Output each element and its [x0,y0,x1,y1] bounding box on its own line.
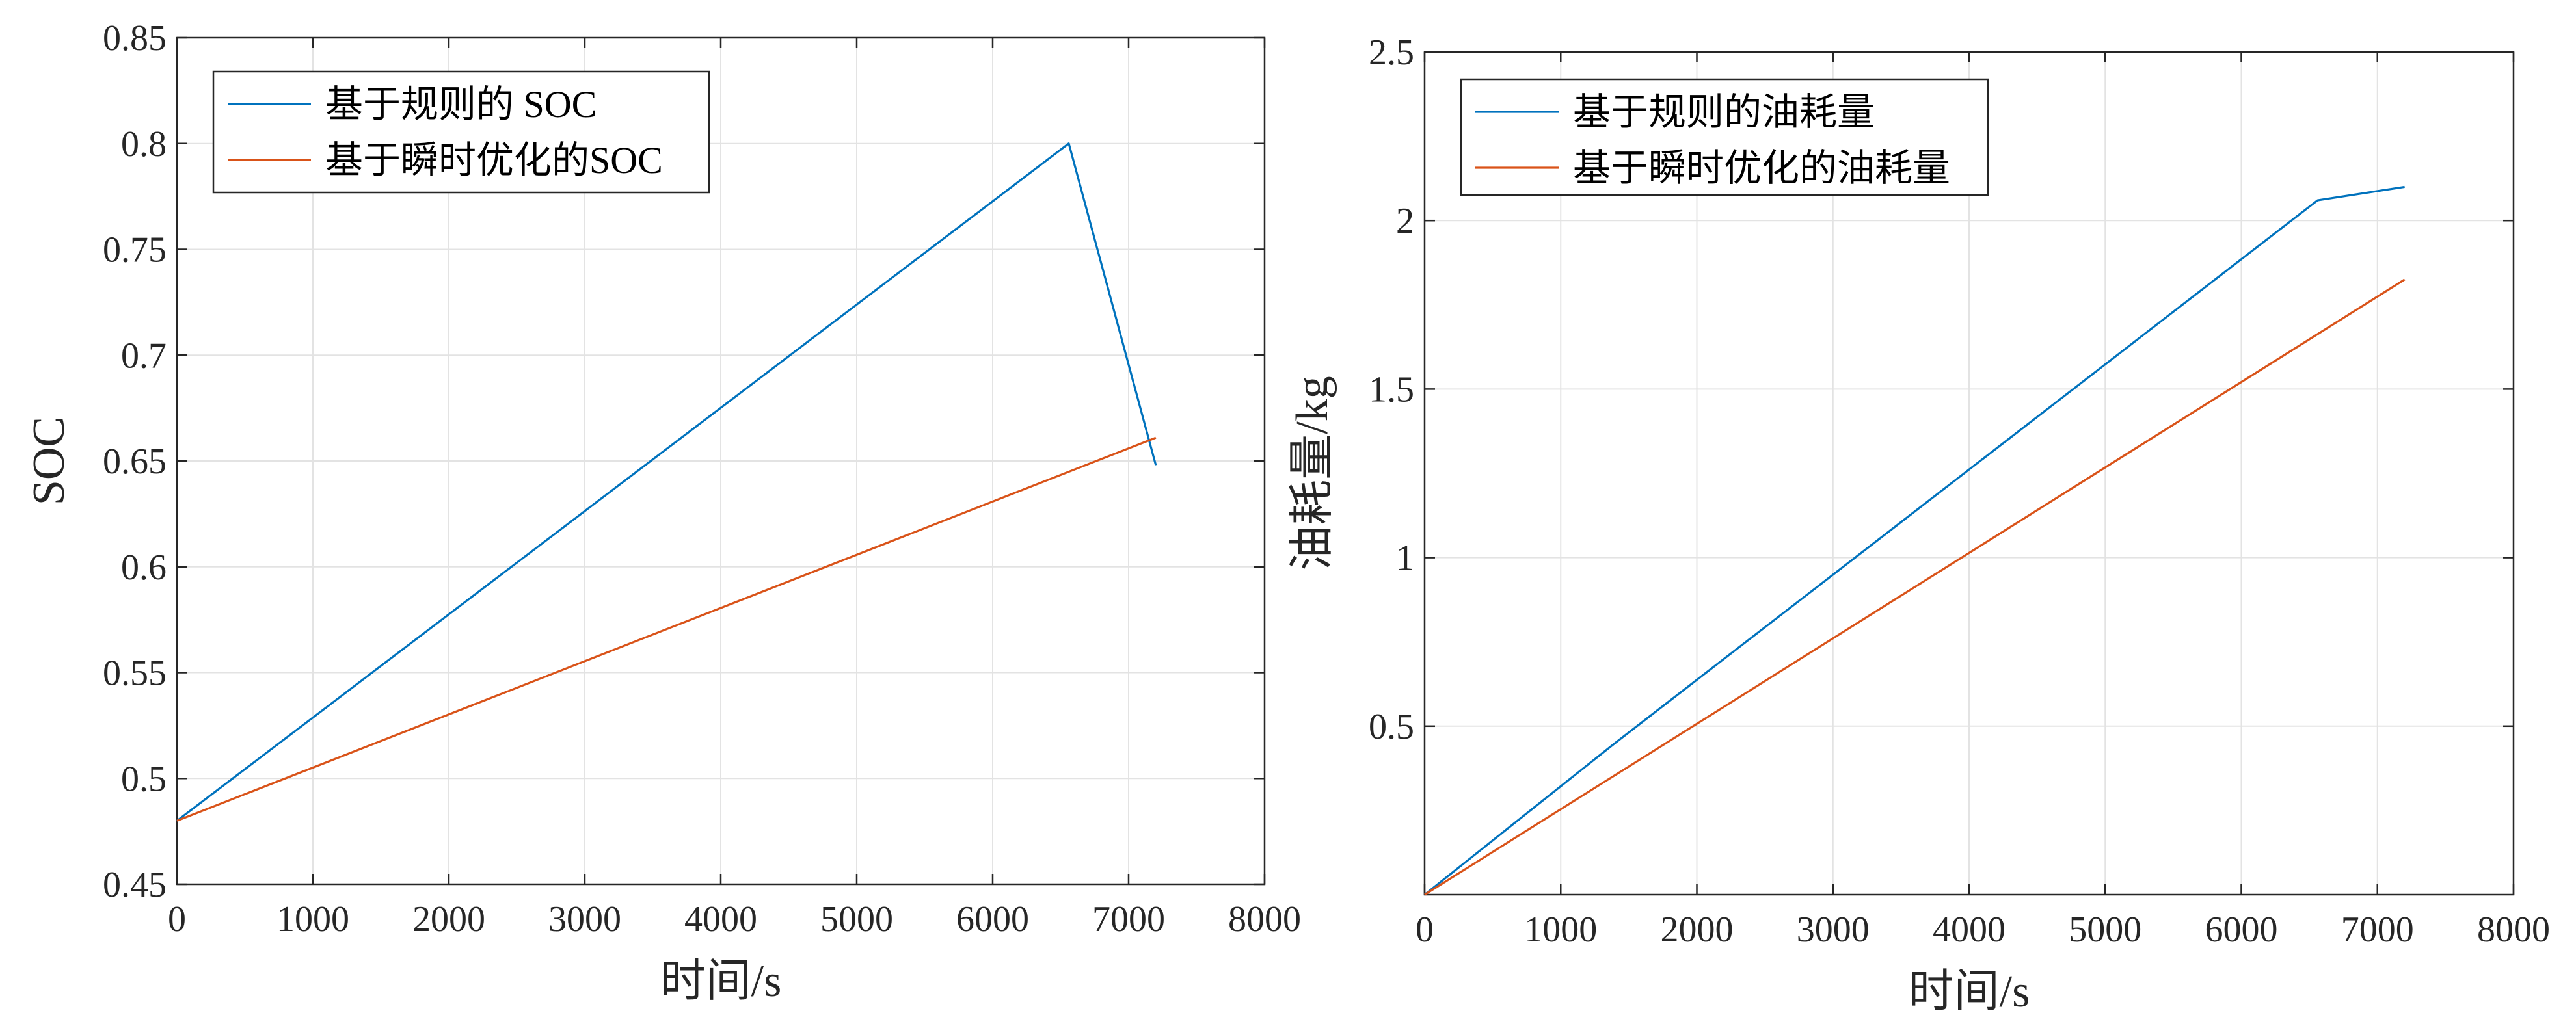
series-line-1 [176,436,1157,822]
x-tick-label: 7000 [2341,910,2414,950]
y-tick-label: 0.6 [121,547,167,588]
series-line-0 [1424,185,2405,896]
x-tick-label: 3000 [548,899,621,940]
legend-label-0: 基于规则的 SOC [325,83,597,125]
legend-box [1460,78,1989,196]
x-tick-label: 5000 [820,899,893,940]
y-tick-label: 0.55 [103,653,167,694]
y-tick-label: 2.5 [1369,33,1414,73]
y-tick-label: 0.85 [103,18,167,59]
y-tick-label: 0.45 [103,865,167,905]
x-tick-label: 0 [168,899,186,940]
y-tick-label: 0.5 [121,759,167,799]
y-tick-label: 1 [1396,538,1414,579]
y-tick-label: 0.5 [1369,707,1414,747]
legend-box [212,70,710,194]
x-tick-label: 1000 [276,899,349,940]
x-tick-label: 3000 [1797,910,1870,950]
y-tick-label: 0.8 [121,124,167,164]
series-line-0 [176,142,1157,822]
soc-chart: 0 1000 2000 3000 4000 5000 6000 7000 8000 0.45 0.5… [24,18,1301,1006]
x-tick-label: 4000 [1933,910,2006,950]
x-tick-label: 8000 [1228,899,1301,940]
legend-label-1: 基于瞬时优化的油耗量 [1573,147,1950,189]
x-tick-label: 4000 [684,899,757,940]
y-tick-label: 0.75 [103,230,167,270]
x-tick-label: 5000 [2069,910,2141,950]
fuel-chart: 0 1000 2000 3000 4000 5000 6000 7000 8000 0.5 1 1.5… [1287,33,2550,1017]
series-line-1 [1424,278,2406,896]
y-axis-label: 油耗量/kg [1287,376,1337,570]
x-axis-label: 时间/s [660,956,782,1006]
y-axis-label: SOC [24,417,74,505]
x-axis-label: 时间/s [1909,967,2030,1017]
y-tick-label: 2 [1396,201,1414,241]
x-tick-label: 6000 [2205,910,2278,950]
x-tick-label: 7000 [1092,899,1165,940]
x-tick-label: 8000 [2477,910,2550,950]
legend-label-1: 基于瞬时优化的SOC [325,139,663,181]
x-tick-label: 2000 [1661,910,1734,950]
y-tick-label: 0.7 [121,335,167,376]
y-tick-label: 0.65 [103,441,167,482]
x-tick-label: 0 [1415,910,1434,950]
x-tick-label: 2000 [412,899,485,940]
y-tick-label: 1.5 [1369,369,1414,410]
legend-label-0: 基于规则的油耗量 [1573,91,1875,133]
x-tick-label: 1000 [1524,910,1597,950]
x-tick-label: 6000 [956,899,1029,940]
